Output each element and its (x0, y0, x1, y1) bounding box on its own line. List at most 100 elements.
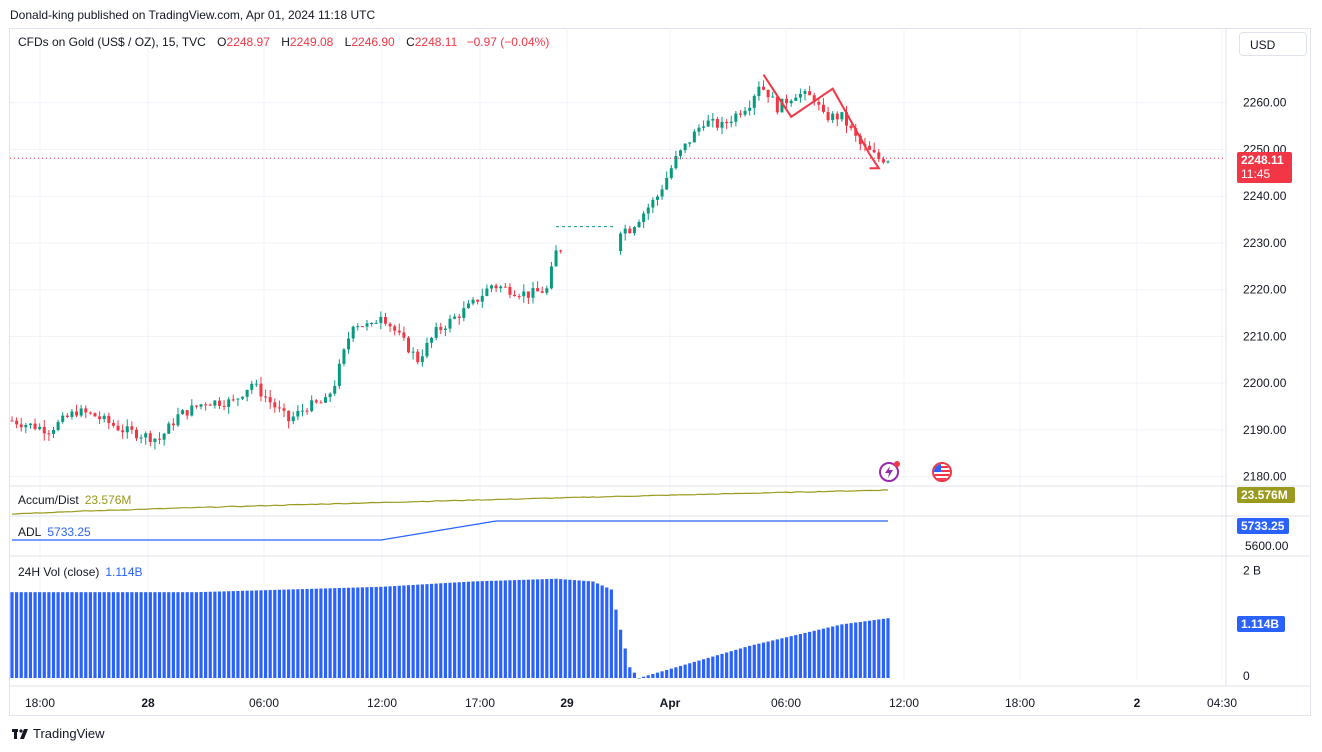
candle-body (93, 413, 97, 417)
volume-bar (812, 630, 816, 678)
volume-bar (342, 587, 346, 678)
candle-body (254, 383, 258, 385)
candle-body (711, 118, 715, 121)
volume-bar (476, 581, 480, 678)
volume-bar (586, 581, 590, 678)
volume-bar (757, 643, 761, 678)
volume-bar (660, 671, 664, 678)
lightning-event-icon[interactable] (879, 461, 900, 482)
volume-bar (858, 621, 862, 678)
candle-body (623, 228, 627, 234)
volume-bar (485, 581, 489, 678)
volume-bar (231, 591, 235, 678)
volume-bar (420, 584, 424, 678)
volume-bar (33, 592, 37, 678)
candle-body (383, 316, 387, 324)
candle-body (531, 288, 535, 298)
candle-body (471, 299, 475, 304)
candle-body (817, 101, 821, 105)
candle-body (849, 125, 853, 129)
volume-bar (531, 579, 535, 678)
symbol-name[interactable]: CFDs on Gold (US$ / OZ), 15, TVC (18, 35, 206, 49)
volume-bar (139, 592, 143, 678)
candle-body (277, 407, 281, 409)
publisher-caption: Donald-king published on TradingView.com… (10, 8, 376, 22)
volume-bar (217, 591, 222, 678)
currency-button[interactable]: USD (1239, 32, 1307, 56)
volume-bar (715, 655, 720, 678)
volume-bar (761, 642, 766, 678)
candle-body (868, 145, 872, 150)
volume-bar (881, 618, 885, 678)
volume-bar (259, 590, 263, 678)
volume-bar (771, 640, 775, 678)
volume-bar (697, 660, 701, 678)
volume-bar (47, 592, 51, 678)
volume-bar (577, 580, 581, 678)
candle-body (780, 98, 784, 113)
price-tick-label: 2240.00 (1243, 189, 1287, 203)
candle-body (637, 222, 641, 228)
candle-body (314, 400, 318, 403)
volume-bar (287, 589, 291, 678)
volume-bar (826, 627, 830, 678)
volume-bar (623, 648, 627, 678)
candle-body (291, 416, 295, 422)
volume-bar (817, 629, 821, 678)
candle-body (61, 415, 65, 422)
volume-bar (337, 588, 341, 678)
candle-body (798, 93, 802, 98)
volume-bar (121, 592, 125, 678)
adl-label[interactable]: ADL (18, 525, 42, 539)
volume-bar (268, 590, 272, 678)
candle-body (434, 327, 438, 338)
accum-dist-label[interactable]: Accum/Dist (18, 493, 79, 507)
low-label: L (344, 35, 352, 49)
volume-bar (526, 579, 530, 678)
time-tick-label: 28 (141, 696, 155, 710)
volume-bar (351, 587, 355, 678)
candle-body (393, 326, 397, 331)
candle-body (619, 233, 623, 252)
candle-body (651, 199, 655, 208)
volume-bar (752, 644, 756, 678)
candle-body (213, 400, 217, 406)
candle-body (167, 423, 171, 434)
volume-bar (277, 589, 282, 678)
countdown-value: 11:45 (1241, 167, 1271, 181)
candle-body (231, 399, 235, 401)
volume-bar (637, 678, 641, 679)
candle-body (411, 351, 415, 353)
candle-body (79, 408, 83, 416)
volume-bar (125, 592, 129, 678)
change-value: −0.97 (−0.04%) (466, 35, 550, 49)
last-price-tag: 2248.11 11:45 (1237, 152, 1292, 183)
candle-body (775, 96, 779, 113)
candle-body (33, 423, 37, 430)
vol-label[interactable]: 24H Vol (close) (18, 565, 100, 579)
volume-bar (522, 579, 526, 678)
candle-body (111, 422, 115, 426)
candle-body (217, 400, 221, 406)
time-tick-label: 2 (1134, 696, 1141, 710)
us-flag-event-icon[interactable] (932, 462, 952, 482)
volume-bar (554, 578, 558, 678)
candle-body (702, 126, 706, 128)
volume-bar (28, 592, 33, 678)
volume-bar (314, 588, 318, 678)
volume-bar (116, 592, 120, 678)
volume-bar (536, 579, 540, 678)
volume-bar (591, 581, 595, 678)
volume-bar (134, 592, 139, 678)
footer-brand[interactable]: TradingView (12, 726, 105, 741)
volume-bar (204, 591, 208, 678)
volume-bar (65, 592, 69, 678)
volume-bar (222, 591, 226, 678)
candle-body (503, 286, 507, 288)
volume-bar (448, 582, 452, 678)
vol-legend: 24H Vol (close) 1.114B (18, 565, 143, 579)
volume-bar (374, 586, 378, 678)
adl-value: 5733.25 (47, 525, 91, 539)
volume-bar (70, 592, 74, 678)
